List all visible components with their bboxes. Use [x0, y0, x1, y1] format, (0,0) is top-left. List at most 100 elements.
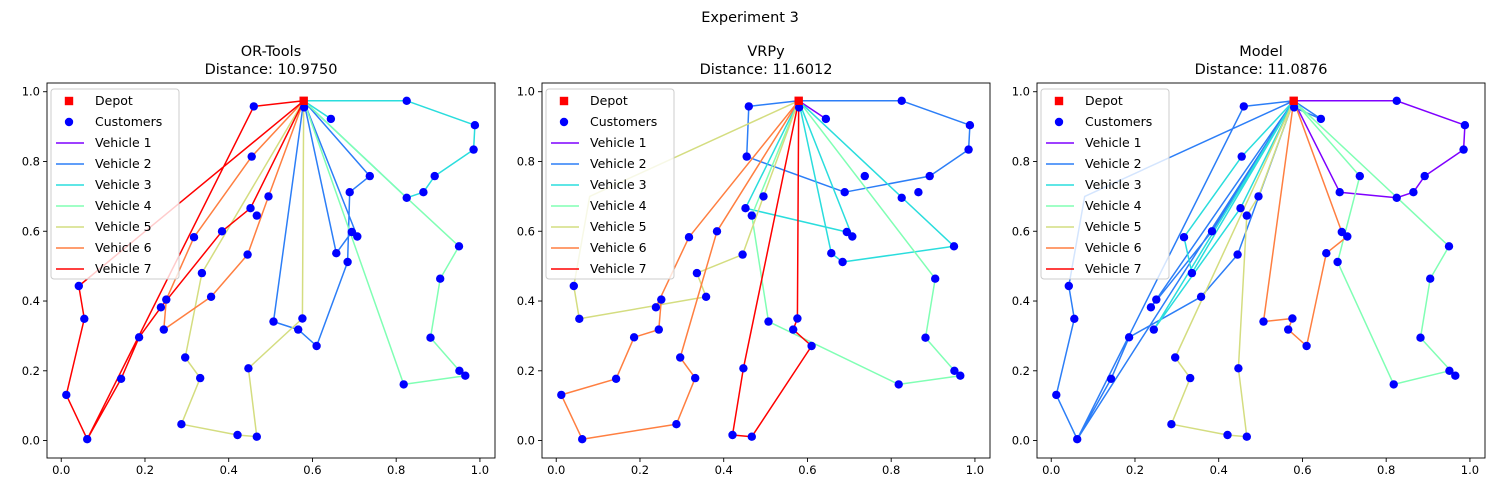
x-tick-label: 1.0 — [966, 463, 984, 477]
subplot-title: VRPy — [747, 44, 785, 60]
customer-point — [1289, 103, 1299, 112]
customer-point — [1124, 333, 1134, 342]
customer-point — [747, 432, 756, 441]
customer-point — [1259, 317, 1268, 326]
y-tick-label: 0.2 — [22, 364, 40, 378]
customer-point — [793, 314, 802, 323]
depot-marker — [1289, 96, 1298, 105]
y-tick-label: 0.2 — [1012, 364, 1030, 378]
x-tick-label: 0.8 — [387, 463, 405, 477]
customer-point — [827, 249, 836, 258]
legend-box — [545, 88, 675, 280]
customer-point — [177, 420, 186, 429]
customer-point — [1052, 390, 1061, 400]
y-tick-label: 0.0 — [22, 434, 40, 448]
axes-frame — [1036, 82, 1486, 459]
legend-label: Vehicle 7 — [1085, 261, 1142, 276]
customer-point — [1416, 333, 1425, 342]
customer-point — [197, 268, 207, 278]
legend-label: Vehicle 6 — [1085, 240, 1142, 255]
subplot-title: OR-Tools — [241, 44, 302, 60]
legend-label: Vehicle 5 — [95, 219, 152, 234]
customer-point — [249, 102, 258, 111]
customer-point — [246, 204, 255, 213]
customer-point — [469, 145, 478, 154]
y-tick-label: 0.8 — [1012, 154, 1030, 168]
legend-label: Vehicle 6 — [95, 240, 152, 255]
legend-label: Vehicle 1 — [95, 135, 152, 150]
customer-point — [1233, 250, 1242, 259]
customer-point — [1335, 188, 1344, 197]
customer-point — [1392, 96, 1401, 106]
depot-marker — [299, 96, 308, 105]
x-tick-label: 0.6 — [303, 463, 321, 477]
legend-label: Depot — [590, 93, 628, 108]
customer-point — [1171, 353, 1180, 362]
customer-point — [1460, 121, 1470, 130]
customer-point — [1146, 303, 1156, 312]
x-tick-label: 0.2 — [631, 463, 649, 477]
customer-point — [1106, 374, 1116, 383]
customer-point — [821, 114, 831, 124]
customer-point — [578, 435, 587, 444]
customer-point — [651, 303, 661, 312]
customer-point — [1284, 325, 1293, 334]
legend-label: Vehicle 1 — [590, 135, 647, 150]
customer-point — [1333, 257, 1342, 267]
customer-point — [950, 366, 959, 375]
customer-point — [1234, 364, 1243, 373]
customer-point — [299, 103, 309, 112]
customer-point — [196, 373, 205, 383]
x-tick-label: 0.6 — [1293, 463, 1311, 477]
y-tick-label: 1.0 — [517, 85, 535, 99]
y-tick-label: 0.4 — [517, 294, 535, 308]
customer-point — [243, 250, 252, 259]
x-tick-label: 1.0 — [1461, 463, 1479, 477]
legend-label: Depot — [95, 93, 133, 108]
customer-point — [1355, 171, 1365, 181]
customer-point — [739, 364, 748, 373]
legend-label: Customers — [95, 114, 162, 129]
customer-point — [1149, 325, 1159, 334]
customer-point — [74, 281, 84, 291]
figure-title: Experiment 3 — [701, 10, 799, 26]
customer-point — [244, 364, 253, 373]
legend-label: Vehicle 2 — [590, 156, 647, 171]
x-tick-label: 1.0 — [471, 463, 489, 477]
customer-point — [840, 188, 849, 197]
customer-point — [353, 232, 362, 241]
customer-point — [914, 188, 923, 197]
customer-point — [1196, 292, 1206, 301]
customer-point — [402, 193, 411, 202]
customer-point — [742, 152, 751, 161]
legend-label: Vehicle 7 — [590, 261, 647, 276]
route-vehicle-5 — [1170, 100, 1295, 438]
customer-point — [294, 325, 303, 334]
legend-customer-marker — [559, 117, 569, 127]
customer-point — [1070, 314, 1079, 323]
customer-point — [629, 333, 639, 342]
customer-point — [1073, 435, 1082, 444]
customer-point — [925, 171, 934, 181]
customer-point — [692, 268, 702, 278]
customer-point — [931, 274, 940, 283]
y-tick-label: 0.4 — [1012, 294, 1030, 308]
customer-point — [1152, 295, 1161, 304]
y-tick-label: 0.0 — [517, 434, 535, 448]
x-tick-label: 0.8 — [1377, 463, 1395, 477]
customer-point — [1389, 380, 1398, 389]
customer-point — [1426, 274, 1435, 283]
customer-point — [701, 292, 711, 301]
legend-label: Vehicle 4 — [590, 198, 647, 213]
legend-label: Vehicle 5 — [1085, 219, 1142, 234]
customer-point — [1064, 281, 1074, 291]
customer-point — [399, 380, 408, 389]
legend-label: Vehicle 2 — [95, 156, 152, 171]
y-tick-label: 0.6 — [517, 224, 535, 238]
legend: Depot Customers Vehicle 1 Vehicle 2 Vehicle … — [1040, 88, 1170, 280]
customer-point — [1186, 373, 1195, 383]
customer-point — [312, 341, 321, 351]
customer-point — [654, 325, 663, 334]
customer-point — [848, 232, 857, 241]
